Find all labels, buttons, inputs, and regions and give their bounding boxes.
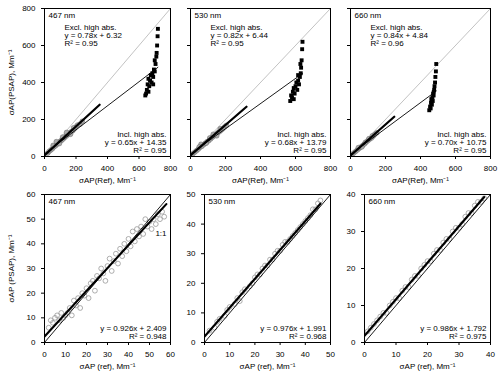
svg-text:0: 0 bbox=[202, 350, 207, 359]
svg-text:30: 30 bbox=[455, 350, 464, 359]
svg-text:800: 800 bbox=[324, 164, 338, 173]
svg-text:10: 10 bbox=[61, 350, 70, 359]
svg-text:600: 600 bbox=[449, 164, 463, 173]
svg-text:467 nm: 467 nm bbox=[49, 197, 76, 206]
svg-text:σAP(Ref), Mm⁻¹: σAP(Ref), Mm⁻¹ bbox=[392, 176, 449, 185]
svg-text:0: 0 bbox=[31, 338, 36, 347]
svg-text:60: 60 bbox=[166, 350, 175, 359]
svg-text:600: 600 bbox=[132, 164, 146, 173]
svg-text:y = 0.926x + 2.409R² = 0.948: y = 0.926x + 2.409R² = 0.948 bbox=[100, 324, 167, 341]
svg-text:σAP (ref), Mm⁻¹: σAP (ref), Mm⁻¹ bbox=[80, 362, 136, 371]
svg-text:10: 10 bbox=[225, 350, 234, 359]
svg-text:y = 0.976x + 1.991R² = 0.968: y = 0.976x + 1.991R² = 0.968 bbox=[260, 324, 327, 341]
svg-text:10: 10 bbox=[347, 301, 356, 310]
svg-text:40: 40 bbox=[27, 239, 36, 248]
svg-text:y = 0.986x + 1.792R² = 0.975: y = 0.986x + 1.792R² = 0.975 bbox=[420, 324, 487, 341]
svg-text:800: 800 bbox=[22, 4, 36, 13]
svg-text:40: 40 bbox=[187, 220, 196, 229]
svg-text:400: 400 bbox=[414, 164, 428, 173]
svg-text:0: 0 bbox=[188, 164, 193, 173]
svg-text:0: 0 bbox=[42, 350, 47, 359]
svg-text:800: 800 bbox=[484, 164, 498, 173]
svg-text:20: 20 bbox=[27, 289, 36, 298]
svg-text:0: 0 bbox=[362, 350, 367, 359]
svg-text:30: 30 bbox=[187, 249, 196, 258]
svg-text:0: 0 bbox=[191, 338, 196, 347]
svg-text:40: 40 bbox=[347, 190, 356, 199]
svg-text:30: 30 bbox=[276, 350, 285, 359]
svg-text:20: 20 bbox=[187, 279, 196, 288]
svg-text:Excl. high abs.y = 0.84x + 4.8: Excl. high abs.y = 0.84x + 4.84R² = 0.96 bbox=[371, 23, 429, 48]
svg-text:σAP(PSAP), Mm⁻¹: σAP(PSAP), Mm⁻¹ bbox=[7, 49, 16, 115]
svg-text:σAP(Ref), Mm⁻¹: σAP(Ref), Mm⁻¹ bbox=[79, 176, 136, 185]
svg-text:200: 200 bbox=[219, 164, 233, 173]
svg-text:Incl. high abs.y = 0.68x + 13.: Incl. high abs.y = 0.68x + 13.79R² = 0.9… bbox=[265, 130, 327, 155]
svg-text:40: 40 bbox=[124, 350, 133, 359]
svg-text:600: 600 bbox=[22, 41, 36, 50]
svg-text:σAP(Ref), Mm⁻¹: σAP(Ref), Mm⁻¹ bbox=[232, 176, 289, 185]
svg-text:660 nm: 660 nm bbox=[355, 11, 382, 20]
svg-text:Excl. high abs.y = 0.82x + 6.4: Excl. high abs.y = 0.82x + 6.44R² = 0.95 bbox=[211, 23, 269, 48]
svg-text:530 nm: 530 nm bbox=[209, 197, 236, 206]
svg-text:0: 0 bbox=[31, 152, 36, 161]
svg-text:200: 200 bbox=[69, 164, 83, 173]
svg-text:50: 50 bbox=[187, 190, 196, 199]
svg-text:530 nm: 530 nm bbox=[195, 11, 222, 20]
svg-text:10: 10 bbox=[392, 350, 401, 359]
svg-text:σAP (PSAP), Mm⁻¹: σAP (PSAP), Mm⁻¹ bbox=[7, 234, 16, 302]
svg-text:Incl. high abs.y = 0.70x + 10.: Incl. high abs.y = 0.70x + 10.75R² = 0.9… bbox=[425, 130, 487, 155]
svg-text:20: 20 bbox=[82, 350, 91, 359]
svg-text:20: 20 bbox=[250, 350, 259, 359]
svg-text:50: 50 bbox=[145, 350, 154, 359]
svg-text:Incl. high abs.y = 0.65x + 14.: Incl. high abs.y = 0.65x + 14.35R² = 0.9… bbox=[105, 130, 167, 155]
svg-text:σAP (ref), Mm⁻¹: σAP (ref), Mm⁻¹ bbox=[400, 362, 456, 371]
svg-text:30: 30 bbox=[347, 227, 356, 236]
svg-text:60: 60 bbox=[27, 190, 36, 199]
svg-text:40: 40 bbox=[301, 350, 310, 359]
svg-text:400: 400 bbox=[101, 164, 115, 173]
svg-text:660 nm: 660 nm bbox=[369, 197, 396, 206]
svg-text:0: 0 bbox=[42, 164, 47, 173]
svg-text:30: 30 bbox=[27, 264, 36, 273]
svg-text:20: 20 bbox=[347, 264, 356, 273]
svg-text:20: 20 bbox=[423, 350, 432, 359]
svg-text:400: 400 bbox=[254, 164, 268, 173]
svg-text:600: 600 bbox=[289, 164, 303, 173]
svg-text:800: 800 bbox=[164, 164, 178, 173]
svg-text:400: 400 bbox=[22, 78, 36, 87]
svg-text:200: 200 bbox=[22, 115, 36, 124]
svg-text:0: 0 bbox=[351, 338, 356, 347]
svg-text:Excl. high abs.y = 0.78x + 6.3: Excl. high abs.y = 0.78x + 6.32R² = 0.95 bbox=[65, 23, 123, 48]
svg-text:467 nm: 467 nm bbox=[49, 11, 76, 20]
svg-text:1:1: 1:1 bbox=[155, 229, 167, 238]
svg-text:0: 0 bbox=[348, 164, 353, 173]
svg-text:50: 50 bbox=[27, 215, 36, 224]
svg-text:10: 10 bbox=[187, 308, 196, 317]
svg-text:200: 200 bbox=[379, 164, 393, 173]
svg-text:40: 40 bbox=[486, 350, 495, 359]
svg-text:30: 30 bbox=[103, 350, 112, 359]
svg-text:σAP (ref), Mm⁻¹: σAP (ref), Mm⁻¹ bbox=[240, 362, 296, 371]
svg-text:10: 10 bbox=[27, 313, 36, 322]
svg-text:50: 50 bbox=[326, 350, 335, 359]
